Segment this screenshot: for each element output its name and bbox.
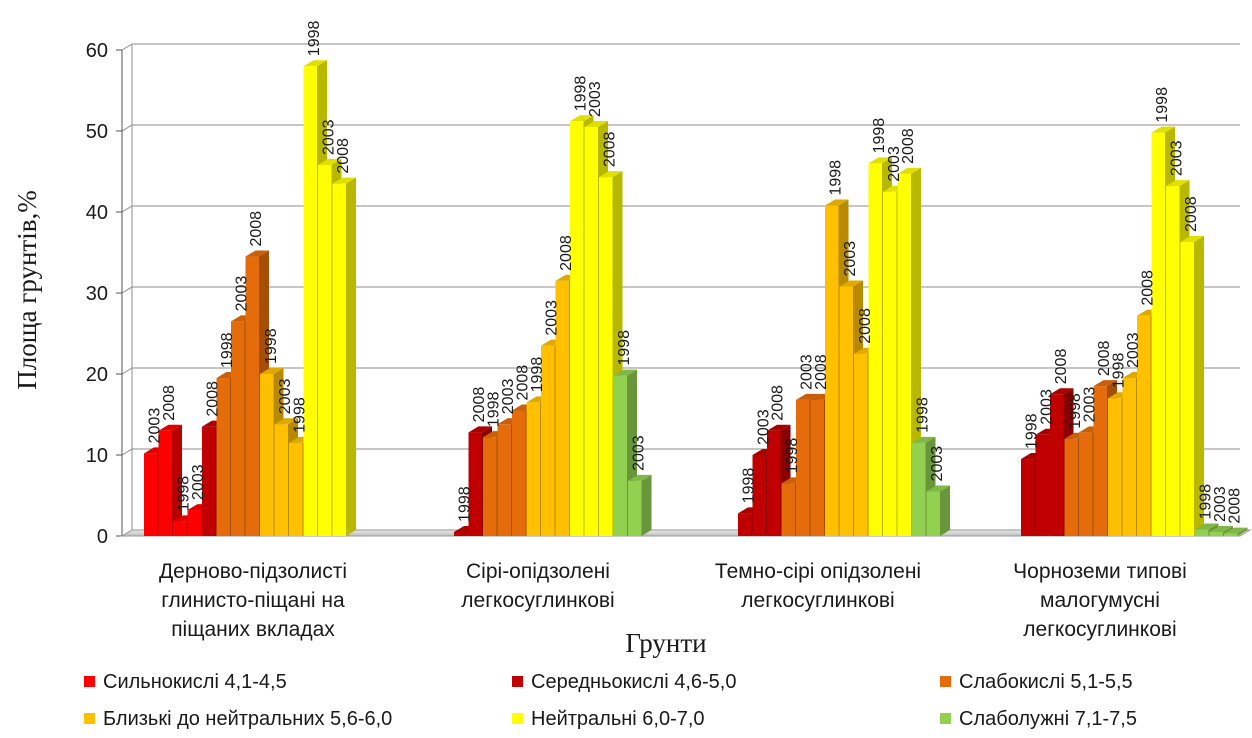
data-label: 2003 bbox=[500, 379, 517, 415]
bar bbox=[158, 424, 182, 536]
data-label: 1998 bbox=[219, 332, 236, 368]
data-label: 2008 bbox=[1183, 196, 1200, 232]
data-label: 2008 bbox=[1227, 488, 1244, 524]
bar bbox=[1180, 235, 1204, 536]
data-label: 2003 bbox=[277, 379, 294, 415]
legend-swatch bbox=[84, 713, 95, 724]
category-labels: Дерново-підзолисті глинисто-піщані на піща… bbox=[159, 560, 1187, 641]
data-label: 2003 bbox=[631, 435, 648, 471]
legend-label: Нейтральні 6,0-7,0 bbox=[531, 708, 705, 730]
y-tick-label: 10 bbox=[86, 445, 108, 467]
legend-label: Сильнокислі 4,1-4,5 bbox=[103, 671, 287, 693]
data-label: 2003 bbox=[1038, 389, 1055, 425]
data-label: 1998 bbox=[573, 76, 590, 112]
data-label: 2008 bbox=[602, 131, 619, 167]
data-label: 1998 bbox=[529, 357, 546, 393]
category-label: Темно-сірі опідзолені легкосуглинкові bbox=[715, 560, 921, 612]
legend-label: Слабокислі 5,1-5,5 bbox=[959, 671, 1133, 693]
data-label: 2003 bbox=[886, 146, 903, 182]
data-label: 2008 bbox=[205, 381, 222, 417]
data-label: 2003 bbox=[234, 276, 251, 312]
data-label: 2003 bbox=[755, 409, 772, 445]
legend-swatch bbox=[940, 676, 951, 687]
category-label: Чорноземи типові малогумусні легкосуглинко… bbox=[1013, 560, 1187, 641]
data-label: 2003 bbox=[842, 241, 859, 277]
data-label: 2008 bbox=[515, 365, 532, 401]
legend-swatch bbox=[512, 676, 523, 687]
category-label: Дерново-підзолисті глинисто-піщані на піща… bbox=[159, 560, 347, 641]
data-label: 1998 bbox=[457, 486, 474, 522]
data-label: 1998 bbox=[263, 328, 280, 364]
data-label: 2003 bbox=[147, 408, 164, 444]
data-label: 2003 bbox=[799, 354, 816, 390]
data-label: 1998 bbox=[784, 438, 801, 474]
data-label: 2003 bbox=[1082, 387, 1099, 423]
y-tick-label: 60 bbox=[86, 40, 108, 62]
data-label: 2003 bbox=[929, 446, 946, 482]
data-label: 1998 bbox=[871, 118, 888, 154]
data-label: 1998 bbox=[1024, 413, 1041, 449]
legend-item: Слабокислі 5,1-5,5 bbox=[940, 671, 1133, 693]
data-label: 2008 bbox=[161, 385, 178, 421]
data-label: 2008 bbox=[248, 211, 265, 247]
data-label: 2003 bbox=[1212, 486, 1229, 522]
legend-swatch bbox=[940, 713, 951, 724]
data-label: 2008 bbox=[1096, 340, 1113, 376]
y-tick-label: 20 bbox=[86, 364, 108, 386]
data-label: 2003 bbox=[1169, 140, 1186, 176]
y-tick-label: 30 bbox=[86, 283, 108, 305]
y-axis-title: Площа грунтів,% bbox=[12, 190, 42, 389]
data-label: 2008 bbox=[471, 387, 488, 423]
data-label: 2008 bbox=[1140, 270, 1157, 306]
bar bbox=[628, 474, 652, 536]
y-tick-label: 50 bbox=[86, 121, 108, 143]
legend: Сильнокислі 4,1-4,5 Середньокислі 4,6-5,0… bbox=[84, 671, 1137, 730]
data-label: 1998 bbox=[306, 21, 323, 57]
category-label: Сірі-опідзолені легкосуглинкові bbox=[461, 560, 614, 612]
legend-item: Близькі до нейтральних 5,6-6,0 bbox=[84, 708, 392, 730]
data-label: 1998 bbox=[828, 160, 845, 196]
legend-label: Слаболужні 7,1-7,5 bbox=[959, 708, 1137, 730]
data-label: 2008 bbox=[813, 354, 830, 390]
legend-item: Нейтральні 6,0-7,0 bbox=[512, 708, 705, 730]
bar bbox=[926, 485, 950, 536]
data-labels: 2003200819982003200819982003200819982003… bbox=[147, 21, 1244, 524]
data-label: 2003 bbox=[190, 464, 207, 500]
legend-item: Сильнокислі 4,1-4,5 bbox=[84, 671, 287, 693]
data-label: 1998 bbox=[915, 397, 932, 433]
data-label: 1998 bbox=[486, 391, 503, 427]
legend-item: Слаболужні 7,1-7,5 bbox=[940, 708, 1137, 730]
data-label: 2003 bbox=[587, 81, 604, 117]
legend-label: Середньокислі 4,6-5,0 bbox=[531, 671, 737, 693]
data-label: 2008 bbox=[1053, 349, 1070, 385]
data-label: 2003 bbox=[321, 119, 338, 155]
data-label: 1998 bbox=[616, 330, 633, 366]
legend-swatch bbox=[84, 676, 95, 687]
y-tick-label: 40 bbox=[86, 202, 108, 224]
data-label: 1998 bbox=[1111, 353, 1128, 389]
data-label: 2008 bbox=[857, 308, 874, 344]
data-label: 1998 bbox=[1154, 87, 1171, 123]
y-axis: 0 10 20 30 40 50 60 bbox=[86, 40, 123, 548]
y-tick-label: 0 bbox=[97, 526, 108, 548]
bars bbox=[144, 60, 1248, 537]
legend-item: Середньокислі 4,6-5,0 bbox=[512, 671, 737, 693]
legend-swatch bbox=[512, 713, 523, 724]
data-label: 1998 bbox=[1198, 484, 1215, 520]
data-label: 2003 bbox=[544, 300, 561, 336]
bar bbox=[1224, 527, 1248, 536]
data-label: 2003 bbox=[1125, 332, 1142, 368]
data-label: 1998 bbox=[1067, 393, 1084, 429]
data-label: 2008 bbox=[770, 385, 787, 421]
data-label: 2008 bbox=[900, 128, 917, 164]
data-label: 1998 bbox=[741, 468, 758, 504]
data-label: 1998 bbox=[292, 397, 309, 433]
legend-label: Близькі до нейтральних 5,6-6,0 bbox=[103, 708, 392, 730]
data-label: 2008 bbox=[558, 235, 575, 271]
bar bbox=[332, 177, 356, 536]
x-axis-title: Грунти bbox=[625, 628, 706, 658]
data-label: 2008 bbox=[335, 138, 352, 174]
data-label: 1998 bbox=[176, 476, 193, 512]
